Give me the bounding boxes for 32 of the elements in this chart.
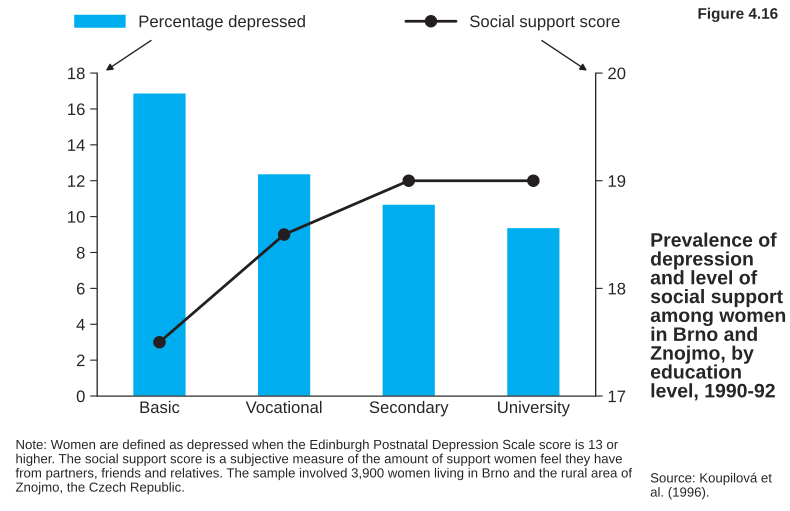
y2-tick-label: 18 — [608, 282, 626, 295]
point — [153, 336, 166, 348]
y2-tick-label: 20 — [608, 67, 626, 80]
point — [527, 174, 540, 187]
bar — [132, 92, 187, 396]
y-tick-label: 18 — [68, 67, 85, 80]
y2-tick-label: 19 — [608, 175, 626, 187]
source-note: Source: Koupilová et al. (1996). — [650, 472, 772, 500]
x-tick-label: Vocational — [246, 400, 322, 414]
y-tick-label: 12 — [68, 175, 85, 187]
y-tick-label: 4 — [76, 318, 85, 330]
y-tick-label: 16 — [68, 103, 85, 116]
bar — [506, 226, 561, 396]
y-tick-label: 0 — [76, 390, 85, 402]
x-tick-label: University — [498, 400, 570, 416]
y-tick-label: 8 — [76, 246, 85, 259]
chart-title: Prevalence of depression and level of social support among women in Brno and Znojmo, by education level, 1990-92 — [650, 232, 786, 400]
x-tick-label: Basic — [140, 400, 180, 414]
caption: Figure 4.16 — [698, 8, 778, 22]
y-tick-label: 14 — [68, 139, 85, 151]
legend-label: Social support score — [470, 15, 620, 31]
y-tick-label: 10 — [68, 211, 85, 223]
bar — [256, 172, 312, 396]
point — [278, 228, 290, 241]
y2-tick-label: 17 — [608, 390, 626, 402]
legend-label: Percentage depressed — [140, 15, 305, 31]
text: Note: Women are defined as depressed when the Edinburgh Postnatal Depression Scale score is 13 or higher. The social support score is a subjective measure of the amount of support women feel they have from partners, friends and relatives. The sample involved 3,900 women living in Brno and the rural area of Znojmo, the Czech Republic. — [16, 439, 632, 494]
y-tick-label: 2 — [76, 354, 85, 366]
bar — [381, 203, 436, 396]
point — [402, 174, 415, 187]
x-tick-label: Secondary — [370, 400, 449, 416]
y-tick-label: 6 — [76, 282, 85, 295]
